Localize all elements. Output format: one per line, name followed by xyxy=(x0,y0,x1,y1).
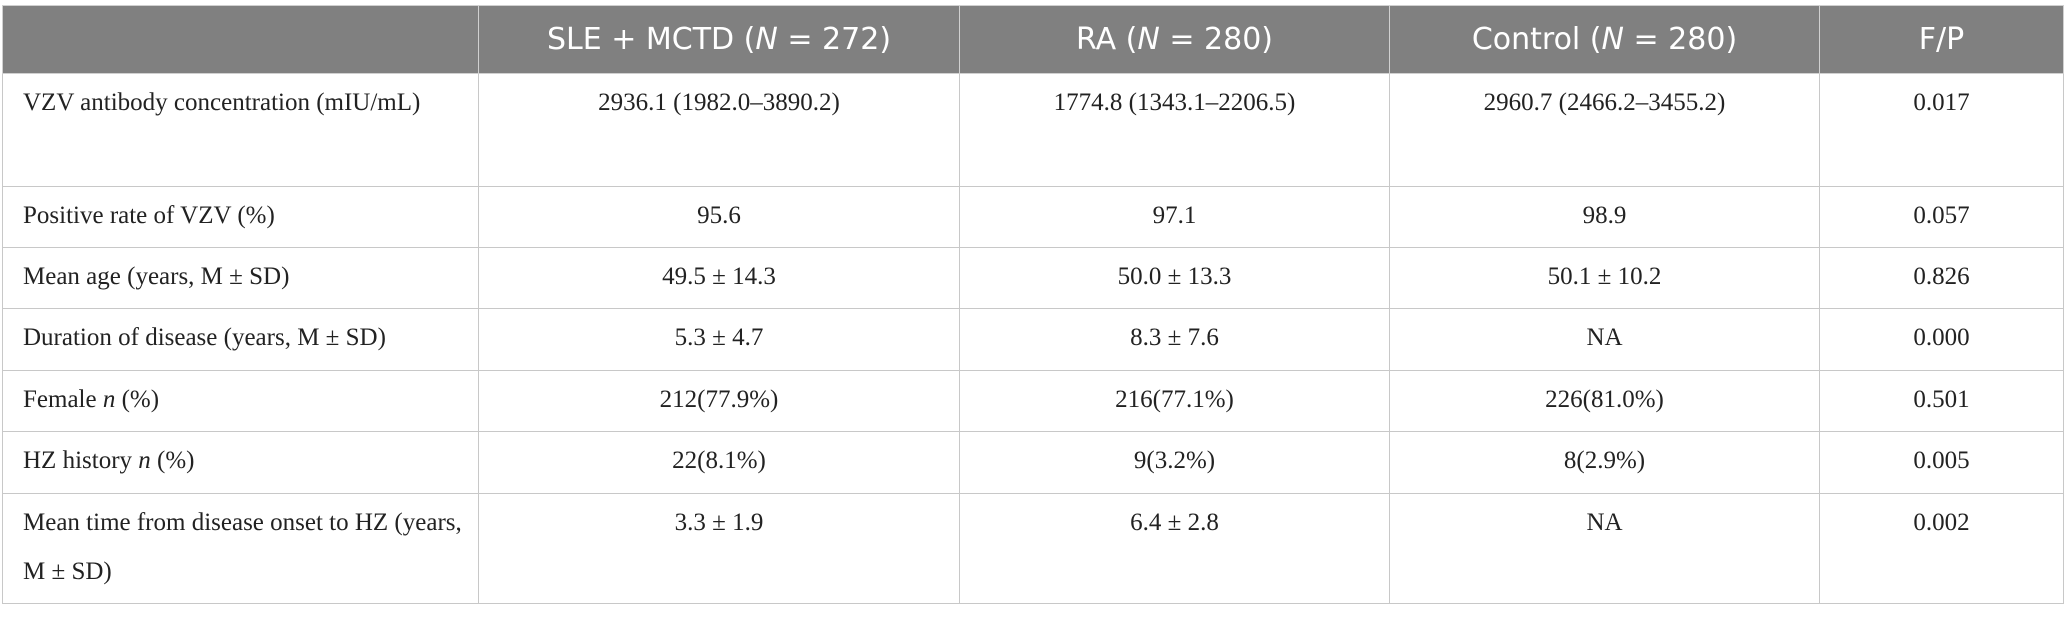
header-cell: Control (N = 280) xyxy=(1389,5,1820,74)
cell: 226(81.0%) xyxy=(1389,370,1820,432)
cell: 1774.8 (1343.1–2206.5) xyxy=(959,73,1390,187)
text: = 272) xyxy=(777,22,892,57)
row: Female n (%) 212(77.9%) 216(77.1%) 226(81.0… xyxy=(2,370,2064,432)
cell: 98.9 xyxy=(1389,186,1820,248)
row-label: Positive rate of VZV (%) xyxy=(2,186,479,248)
cell: 0.000 xyxy=(1819,308,2064,371)
text: F/P xyxy=(1918,22,1965,57)
cell: 95.6 xyxy=(478,186,960,248)
text: N xyxy=(755,22,778,57)
header-cell xyxy=(2,5,479,74)
cell: NA xyxy=(1389,308,1820,371)
text: Duration of disease (years, M ± SD) xyxy=(23,324,386,351)
text: Mean age (years, M ± SD) xyxy=(23,263,290,290)
cell: 3.3 ± 1.9 xyxy=(478,493,960,604)
row-label: Mean time from disease onset to HZ (year… xyxy=(2,493,479,604)
cell: 0.017 xyxy=(1819,73,2064,187)
cell: 49.5 ± 14.3 xyxy=(478,247,960,309)
text: N xyxy=(1137,22,1160,57)
row-label: Duration of disease (years, M ± SD) xyxy=(2,308,479,371)
cell: 50.1 ± 10.2 xyxy=(1389,247,1820,309)
text: VZV antibody concentration (mIU/mL) xyxy=(23,89,421,116)
text: = 280) xyxy=(1159,22,1274,57)
row: Mean age (years, M ± SD) 49.5 ± 14.3 50.0 … xyxy=(2,247,2064,309)
cell: 5.3 ± 4.7 xyxy=(478,308,960,371)
cell: 0.005 xyxy=(1819,431,2064,494)
text: = 280) xyxy=(1623,22,1738,57)
cell: 212(77.9%) xyxy=(478,370,960,432)
cell: 97.1 xyxy=(959,186,1390,248)
data-table: SLE + MCTD (N = 272) RA (N = 280) Control … xyxy=(2,5,2064,604)
text: n xyxy=(138,447,151,474)
cell: 50.0 ± 13.3 xyxy=(959,247,1390,309)
header-cell: F/P xyxy=(1819,5,2064,74)
text: (%) xyxy=(115,386,160,413)
text: Positive rate of VZV (%) xyxy=(23,202,275,229)
header-cell: RA (N = 280) xyxy=(959,5,1390,74)
cell: 8.3 ± 7.6 xyxy=(959,308,1390,371)
row: Positive rate of VZV (%) 95.6 97.1 98.9 0.05… xyxy=(2,186,2064,248)
row: VZV antibody concentration (mIU/mL) 2936.… xyxy=(2,73,2064,187)
cell: 2936.1 (1982.0–3890.2) xyxy=(478,73,960,187)
cell: 9(3.2%) xyxy=(959,431,1390,494)
row-label: VZV antibody concentration (mIU/mL) xyxy=(2,73,479,187)
header-cell: SLE + MCTD (N = 272) xyxy=(478,5,960,74)
text: n xyxy=(102,386,116,413)
row: HZ history n (%) 22(8.1%) 9(3.2%) 8(2.9%) 0.… xyxy=(2,431,2064,494)
header-row: SLE + MCTD (N = 272) RA (N = 280) Control … xyxy=(2,5,2064,74)
cell: 0.057 xyxy=(1819,186,2064,248)
cell: 2960.7 (2466.2–3455.2) xyxy=(1389,73,1820,187)
text: SLE + MCTD ( xyxy=(546,22,756,57)
text: N xyxy=(1601,22,1624,57)
text: HZ history xyxy=(23,447,139,474)
text: RA ( xyxy=(1075,22,1138,57)
cell: 0.002 xyxy=(1819,493,2064,604)
row-label: HZ history n (%) xyxy=(2,431,479,494)
cell: 8(2.9%) xyxy=(1389,431,1820,494)
row-label: Mean age (years, M ± SD) xyxy=(2,247,479,309)
row: Duration of disease (years, M ± SD) 5.3 ±… xyxy=(2,308,2064,371)
text: Female xyxy=(23,386,103,413)
text: Control ( xyxy=(1471,22,1602,57)
row: Mean time from disease onset to HZ (year… xyxy=(2,493,2064,604)
cell: 216(77.1%) xyxy=(959,370,1390,432)
row-label: Female n (%) xyxy=(2,370,479,432)
cell: NA xyxy=(1389,493,1820,604)
text: Mean time from disease onset to HZ (year… xyxy=(23,509,462,585)
cell: 0.501 xyxy=(1819,370,2064,432)
cell: 6.4 ± 2.8 xyxy=(959,493,1390,604)
text: (%) xyxy=(150,447,195,474)
cell: 0.826 xyxy=(1819,247,2064,309)
cell: 22(8.1%) xyxy=(478,431,960,494)
